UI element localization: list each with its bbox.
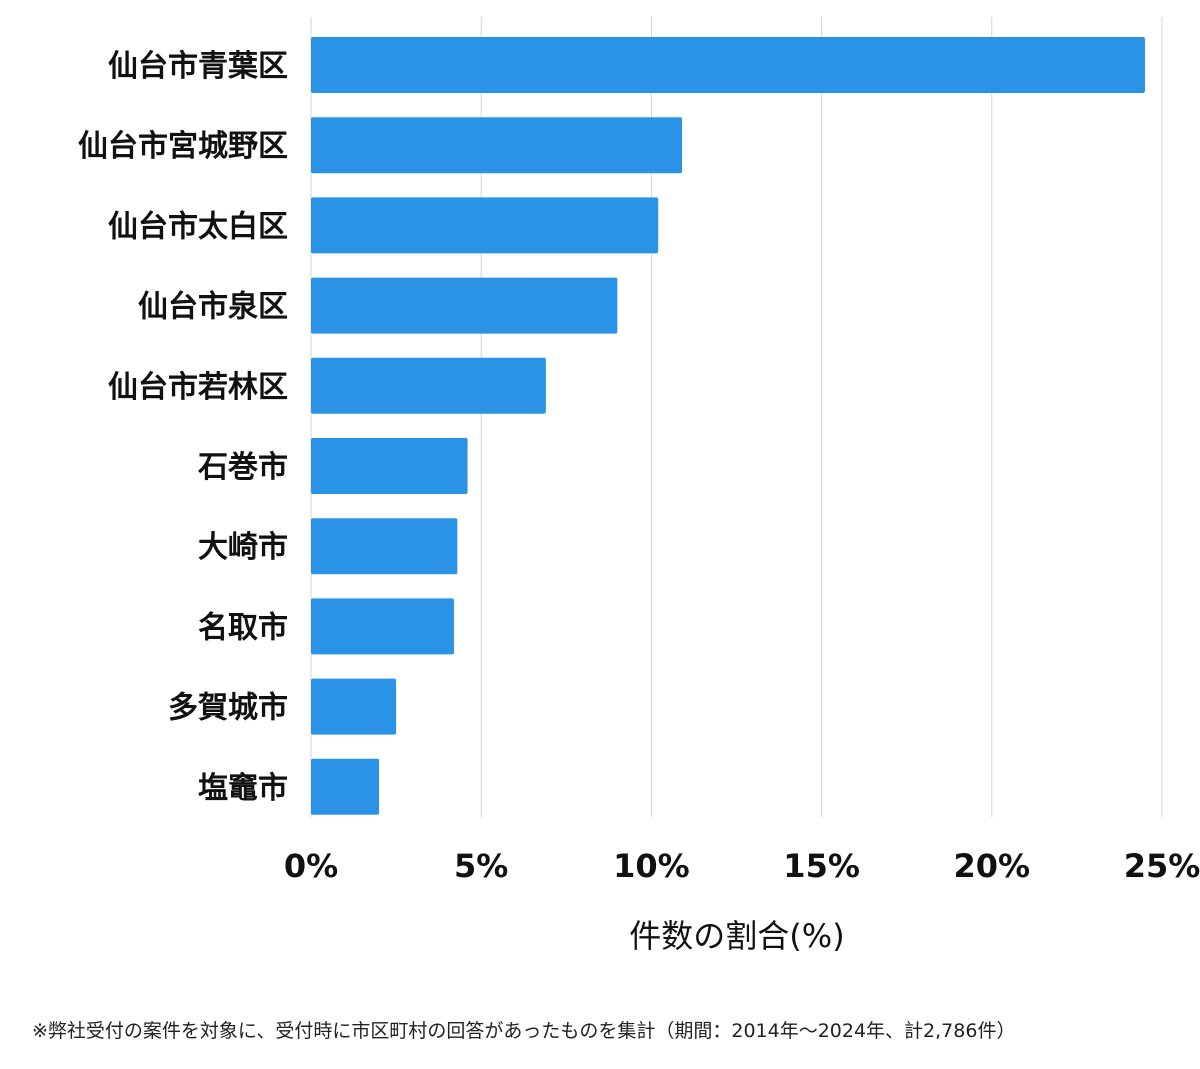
category-label: 仙台市若林区 [108, 370, 288, 405]
x-tick-label: 20% [954, 847, 1031, 885]
category-label: 仙台市宮城野区 [78, 129, 288, 164]
category-label: 石巻市 [197, 450, 288, 485]
category-label: 大崎市 [198, 530, 288, 565]
bars [311, 37, 1145, 815]
bar-0 [311, 37, 1145, 93]
x-tick-labels: 0% 5% 10% 15% 20% 25% [284, 847, 1200, 885]
bar-3 [311, 277, 618, 334]
bar-1 [311, 117, 683, 174]
x-tick-label: 5% [454, 847, 508, 885]
category-label: 仙台市青葉区 [108, 49, 288, 84]
bar-8 [311, 678, 397, 735]
bar-6 [311, 518, 458, 575]
category-labels: 仙台市青葉区仙台市宮城野区仙台市太白区仙台市泉区仙台市若林区石巻市大崎市名取市多… [78, 49, 288, 806]
x-tick-label: 10% [613, 847, 690, 885]
category-label: 多賀城市 [168, 691, 288, 726]
footnote: ※弊社受付の案件を対象に、受付時に市区町村の回答があったものを集計（期間：201… [32, 1020, 1016, 1042]
category-label: 塩竈市 [198, 771, 288, 806]
category-label: 名取市 [198, 610, 288, 645]
category-label: 仙台市太白区 [108, 209, 288, 244]
x-tick-label: 0% [284, 847, 338, 885]
bar-chart: 仙台市青葉区仙台市宮城野区仙台市太白区仙台市泉区仙台市若林区石巻市大崎市名取市多… [78, 17, 1200, 955]
bar-2 [311, 197, 659, 254]
category-label: 仙台市泉区 [138, 290, 288, 325]
bar-7 [311, 598, 454, 655]
x-axis-title: 件数の割合(%) [629, 917, 844, 955]
bar-9 [311, 758, 380, 815]
x-tick-label: 15% [783, 847, 860, 885]
x-tick-label: 25% [1124, 847, 1200, 885]
bar-4 [311, 357, 546, 414]
bar-5 [311, 438, 468, 494]
